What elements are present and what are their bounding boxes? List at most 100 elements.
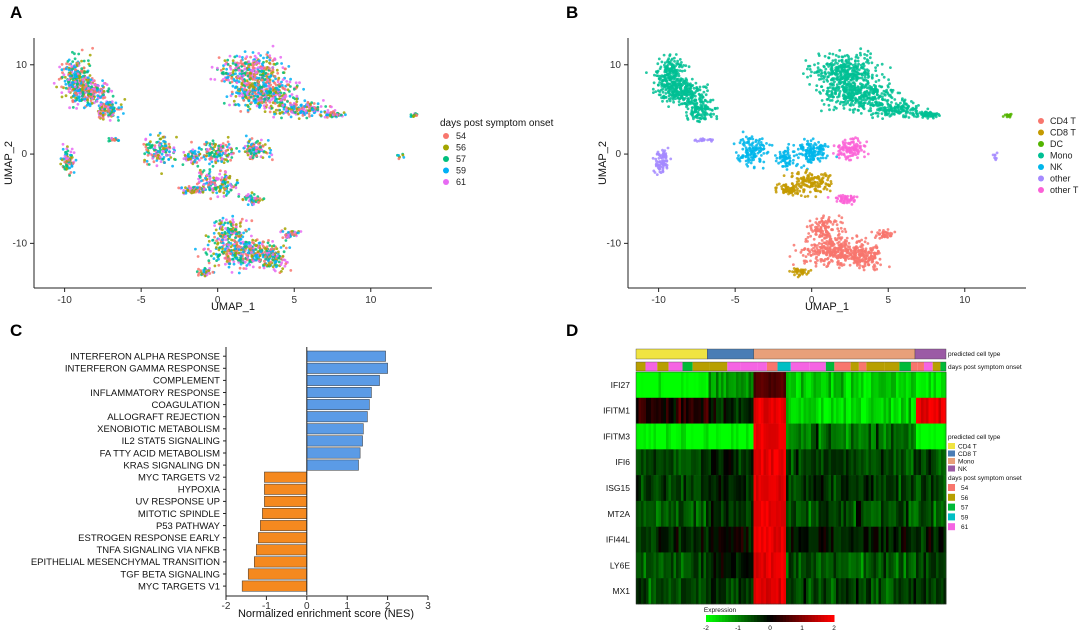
umap-point — [848, 103, 852, 107]
umap-point — [280, 62, 283, 65]
umap-point — [278, 111, 282, 115]
umap-point — [751, 137, 755, 141]
umap-point — [781, 159, 785, 163]
legend-dot-day — [443, 133, 449, 139]
umap-point — [226, 249, 230, 253]
umap-point — [687, 65, 691, 69]
umap-point — [273, 99, 277, 103]
umap-point — [168, 145, 172, 149]
umap-point — [222, 72, 226, 76]
umap-point — [838, 102, 842, 106]
umap-point — [890, 88, 893, 92]
umap-point — [810, 152, 814, 156]
umap-point — [219, 68, 223, 72]
umap-point — [87, 87, 90, 90]
umap-point — [204, 176, 207, 180]
umap-point — [887, 112, 891, 115]
umap-point — [147, 163, 151, 166]
umap-point — [783, 153, 787, 157]
umap-point — [822, 80, 826, 83]
umap-point — [692, 117, 695, 121]
umap-point — [666, 83, 669, 86]
umap-point — [282, 244, 285, 248]
umap-point — [775, 156, 779, 160]
umap-point — [768, 143, 771, 147]
umap-point — [741, 142, 745, 146]
umap-point — [759, 146, 762, 150]
umap-point — [238, 222, 242, 225]
umap-point — [68, 153, 72, 157]
umap-point — [653, 171, 657, 174]
umap-point — [848, 108, 852, 112]
umap-point — [686, 97, 690, 100]
umap-point — [843, 138, 847, 142]
umap-point — [820, 77, 823, 81]
umap-point — [288, 107, 291, 111]
umap-point — [245, 79, 249, 83]
umap-point — [240, 88, 244, 91]
umap-point — [819, 74, 823, 78]
umap-point — [863, 101, 867, 104]
umap-point — [107, 137, 111, 140]
umap-point — [930, 114, 934, 117]
umap-point — [55, 85, 58, 89]
umap-point — [900, 105, 903, 108]
umap-point — [926, 107, 930, 111]
umap-point — [837, 55, 841, 59]
umap-point — [870, 101, 874, 105]
umap-point — [252, 193, 256, 196]
umap-point — [207, 235, 210, 239]
umap-point — [265, 251, 269, 255]
umap-point — [259, 250, 263, 254]
umap-point — [294, 233, 298, 237]
umap-point — [266, 139, 270, 142]
umap-point — [253, 81, 257, 85]
umap-point — [210, 254, 213, 258]
umap-point — [211, 139, 215, 143]
umap-point — [211, 270, 215, 274]
umap-point — [813, 63, 816, 67]
umap-point — [215, 239, 219, 243]
umap-point — [280, 84, 284, 87]
umap-point — [232, 260, 236, 263]
umap-point — [247, 99, 251, 103]
umap-point — [238, 72, 242, 76]
umap-point — [243, 64, 246, 68]
umap-point — [259, 54, 262, 57]
umap-point — [271, 68, 275, 72]
umap-point — [290, 230, 294, 233]
umap-point — [249, 72, 253, 75]
umap-point — [831, 59, 835, 62]
umap-point — [208, 168, 212, 171]
umap-point — [254, 149, 258, 153]
umap-point — [887, 78, 890, 82]
umap-point — [238, 91, 242, 95]
umap-point — [701, 112, 705, 115]
umap-point — [881, 98, 885, 101]
umap-point — [224, 170, 228, 174]
umap-point — [111, 94, 115, 98]
umap-point — [657, 156, 661, 160]
umap-point — [281, 96, 285, 100]
umap-point — [282, 250, 286, 254]
umap-point — [249, 84, 253, 87]
umap-point — [238, 94, 242, 98]
umap-point — [1005, 113, 1009, 117]
umap-point — [169, 156, 173, 159]
umap-point — [828, 63, 832, 66]
umap-point — [230, 238, 234, 242]
umap-point — [67, 81, 70, 84]
umap-point — [854, 59, 857, 62]
umap-point — [674, 72, 678, 76]
umap-point — [182, 150, 186, 154]
umap-point — [248, 155, 252, 159]
umap-point — [159, 137, 163, 141]
umap-point — [150, 153, 154, 157]
umap-point — [884, 90, 887, 93]
umap-point — [806, 75, 809, 79]
umap-point — [702, 90, 706, 94]
umap-point — [280, 110, 284, 114]
umap-point — [870, 61, 874, 65]
umap-point — [68, 74, 72, 78]
umap-point — [866, 82, 870, 86]
